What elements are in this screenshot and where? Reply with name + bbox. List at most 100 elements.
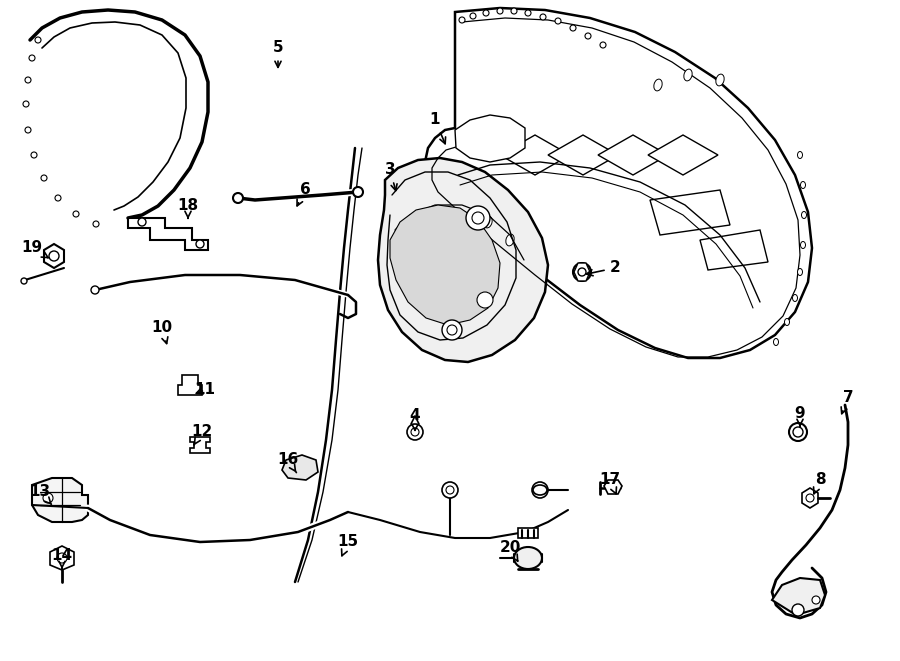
Polygon shape (574, 263, 590, 281)
Circle shape (411, 428, 419, 436)
Text: 11: 11 (194, 383, 215, 397)
Circle shape (585, 33, 591, 39)
Circle shape (472, 212, 484, 224)
Text: 5: 5 (273, 40, 284, 67)
Circle shape (25, 77, 31, 83)
Circle shape (57, 553, 67, 563)
Polygon shape (50, 546, 74, 570)
Text: 15: 15 (338, 535, 358, 556)
Circle shape (73, 211, 79, 217)
Text: 12: 12 (192, 424, 212, 445)
Text: 14: 14 (51, 547, 73, 568)
Text: 19: 19 (22, 241, 49, 258)
Ellipse shape (797, 268, 803, 276)
Circle shape (459, 17, 465, 23)
Polygon shape (178, 375, 202, 395)
Text: 2: 2 (587, 260, 620, 276)
Text: 16: 16 (277, 453, 299, 473)
Ellipse shape (484, 216, 492, 228)
Circle shape (789, 423, 807, 441)
Circle shape (91, 286, 99, 294)
Polygon shape (802, 488, 818, 508)
Circle shape (353, 187, 363, 197)
Polygon shape (425, 8, 812, 358)
Polygon shape (32, 478, 88, 522)
Polygon shape (500, 135, 570, 175)
Text: 20: 20 (500, 541, 521, 561)
Circle shape (578, 268, 586, 276)
Ellipse shape (773, 338, 778, 346)
Text: 9: 9 (795, 405, 806, 426)
Circle shape (477, 292, 493, 308)
Circle shape (466, 206, 490, 230)
Circle shape (573, 263, 591, 281)
Ellipse shape (785, 319, 789, 325)
Circle shape (442, 320, 462, 340)
Text: 10: 10 (151, 321, 173, 344)
Circle shape (600, 42, 606, 48)
Text: 13: 13 (30, 485, 51, 504)
Circle shape (570, 25, 576, 31)
Polygon shape (650, 190, 730, 235)
Text: 6: 6 (297, 182, 310, 206)
Text: 8: 8 (814, 473, 825, 494)
Polygon shape (455, 115, 525, 162)
Circle shape (497, 8, 503, 14)
Text: 18: 18 (177, 198, 199, 218)
Ellipse shape (800, 182, 806, 188)
Polygon shape (390, 205, 500, 325)
Polygon shape (598, 135, 668, 175)
Circle shape (43, 493, 53, 503)
Circle shape (407, 424, 423, 440)
Polygon shape (518, 528, 538, 538)
Polygon shape (44, 244, 64, 268)
Ellipse shape (802, 212, 806, 219)
Ellipse shape (653, 79, 662, 91)
Circle shape (511, 8, 517, 14)
Ellipse shape (716, 74, 724, 86)
Ellipse shape (800, 241, 806, 249)
Ellipse shape (533, 485, 547, 495)
Text: 7: 7 (842, 391, 853, 414)
Polygon shape (190, 437, 210, 453)
Circle shape (470, 13, 476, 19)
Circle shape (793, 427, 803, 437)
Text: 17: 17 (599, 473, 621, 494)
Text: 4: 4 (410, 407, 420, 430)
Circle shape (525, 10, 531, 16)
Ellipse shape (797, 151, 803, 159)
Circle shape (93, 221, 99, 227)
Polygon shape (282, 455, 318, 480)
Circle shape (812, 596, 820, 604)
Ellipse shape (793, 295, 797, 301)
Circle shape (196, 240, 204, 248)
Circle shape (447, 325, 457, 335)
Circle shape (555, 18, 561, 24)
Ellipse shape (506, 234, 514, 246)
Ellipse shape (514, 547, 542, 569)
Text: 1: 1 (430, 112, 446, 143)
Polygon shape (700, 230, 768, 270)
Circle shape (41, 175, 47, 181)
Circle shape (35, 37, 41, 43)
Circle shape (49, 251, 59, 261)
Circle shape (446, 486, 454, 494)
Polygon shape (604, 480, 622, 494)
Polygon shape (648, 135, 718, 175)
Polygon shape (548, 135, 618, 175)
Circle shape (806, 494, 814, 502)
Polygon shape (378, 158, 548, 362)
Ellipse shape (684, 69, 692, 81)
Polygon shape (128, 218, 208, 250)
Circle shape (233, 193, 243, 203)
Circle shape (792, 604, 804, 616)
Circle shape (483, 10, 489, 16)
Circle shape (25, 127, 31, 133)
Circle shape (23, 101, 29, 107)
Circle shape (21, 278, 27, 284)
Text: 3: 3 (384, 163, 397, 190)
Circle shape (532, 482, 548, 498)
Circle shape (55, 195, 61, 201)
Circle shape (29, 55, 35, 61)
Circle shape (540, 14, 546, 20)
